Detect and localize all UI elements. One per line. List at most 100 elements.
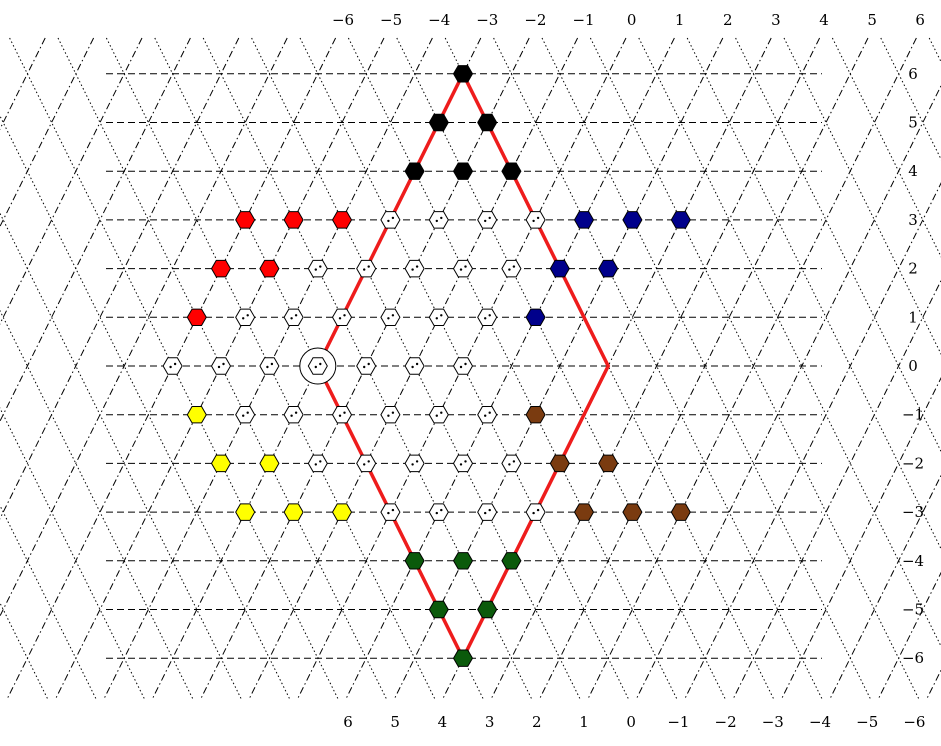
- grid-diagonal-dashdot: [635, 84, 941, 701]
- lattice-node-red: [331, 211, 353, 229]
- lattice-node-white: [452, 357, 474, 375]
- hexagon-outline-icon: [283, 405, 304, 424]
- hexagon-filled-icon: [525, 308, 546, 327]
- grid-diagonal-dotted: [928, 37, 941, 63]
- lattice-node-blue: [549, 259, 570, 278]
- grid-diagonal-dotted: [0, 212, 243, 701]
- node-dot-icon: [387, 317, 390, 320]
- node-dot-icon: [536, 216, 540, 220]
- hexagon-filled-icon: [573, 211, 595, 229]
- lattice-node-black: [404, 162, 425, 180]
- bottom-tick-label: 1: [579, 713, 589, 731]
- hexagon-filled-icon: [186, 405, 207, 424]
- hexagon-outline-icon: [477, 503, 498, 521]
- node-dot-icon: [319, 265, 322, 268]
- lattice-node-white: [235, 405, 256, 424]
- top-tick-label: −3: [476, 11, 498, 29]
- lattice-node-white: [404, 357, 425, 375]
- hexagon-filled-icon: [210, 454, 232, 473]
- lattice-node-white: [525, 211, 546, 229]
- bottom-tick-label: −2: [715, 713, 737, 731]
- top-tick-label: −2: [524, 11, 546, 29]
- lattice-node-yellow: [331, 503, 353, 521]
- hexagon-outline-icon: [380, 503, 401, 521]
- lattice-node-red: [235, 211, 256, 229]
- lattice-node-brown: [670, 503, 691, 521]
- grid-diagonal-dotted: [396, 37, 727, 701]
- hexagon-filled-icon: [598, 454, 619, 473]
- hexagon-outline-icon: [404, 454, 425, 473]
- lattice-node-yellow: [259, 454, 280, 473]
- lattice-node-yellow: [283, 503, 304, 521]
- right-tick-label: −3: [902, 503, 924, 521]
- node-dot-icon: [464, 362, 467, 366]
- lattice-node-white: [331, 405, 353, 424]
- hexagon-outline-icon: [283, 308, 304, 327]
- node-dot-icon: [242, 317, 245, 320]
- lattice-node-black: [452, 65, 474, 83]
- lattice-node-white: [380, 503, 401, 521]
- grid-diagonal-dotted: [589, 37, 920, 701]
- grid-diagonal-dashdot: [0, 37, 143, 325]
- bottom-tick-label: −5: [856, 713, 878, 731]
- lattice-node-blue: [598, 259, 619, 278]
- grid-diagonal-dashdot: [490, 37, 821, 701]
- node-dot-icon: [338, 317, 342, 320]
- node-dot-icon: [415, 362, 419, 366]
- node-dot-icon: [314, 365, 317, 369]
- node-dot-icon: [488, 314, 491, 317]
- hexagon-filled-icon: [259, 454, 280, 473]
- hexagon-outline-icon: [331, 308, 353, 327]
- grid-diagonal-dashdot: [344, 37, 675, 701]
- node-dot-icon: [387, 414, 390, 417]
- node-dot-icon: [440, 411, 443, 414]
- lattice-node-white: [235, 308, 256, 327]
- hexagon-outline-icon: [380, 211, 401, 229]
- node-dot-icon: [294, 411, 298, 414]
- hexagon-outline-icon: [162, 357, 183, 375]
- hexagon-filled-icon: [210, 259, 232, 278]
- grid-diagonal-dotted: [57, 37, 388, 701]
- node-dot-icon: [488, 216, 491, 220]
- grid-diagonal-dashdot: [828, 474, 941, 701]
- grid-diagonal-dashdot: [0, 37, 46, 131]
- hexagon-filled-icon: [452, 552, 474, 570]
- node-dot-icon: [459, 268, 463, 271]
- node-dot-icon: [484, 511, 487, 515]
- node-dot-icon: [440, 216, 443, 220]
- lattice-node-white: [356, 454, 377, 473]
- right-tick-label: 4: [908, 162, 918, 180]
- lattice-node-green: [501, 552, 522, 570]
- top-tick-label: 6: [915, 11, 925, 29]
- node-dot-icon: [319, 362, 322, 366]
- lattice-node-green: [404, 552, 425, 570]
- lattice-node-brown: [598, 454, 619, 473]
- bottom-tick-label: 2: [532, 713, 542, 731]
- hexagon-filled-icon: [452, 162, 474, 180]
- right-tick-label: −1: [902, 406, 924, 424]
- lattice-node-white: [477, 503, 498, 521]
- top-tick-label: −6: [332, 11, 354, 29]
- lattice-node-white: [477, 308, 498, 327]
- lattice-node-white: [501, 259, 522, 278]
- dotted-diagonal-grid-lines: [0, 37, 941, 701]
- hexagon-filled-icon: [259, 259, 280, 278]
- lattice-node-white: [477, 405, 498, 424]
- node-dot-icon: [484, 219, 487, 223]
- lattice-node-blue: [670, 211, 691, 229]
- hexagon-filled-icon: [622, 211, 643, 229]
- node-dot-icon: [464, 460, 467, 463]
- grid-diagonal-dotted: [9, 37, 340, 701]
- top-tick-label: 4: [819, 11, 829, 29]
- node-dot-icon: [314, 463, 317, 466]
- right-tick-label: −5: [902, 601, 924, 619]
- hexagon-outline-icon: [380, 405, 401, 424]
- hexagon-outline-icon: [477, 211, 498, 229]
- lattice-node-white: [501, 454, 522, 473]
- node-dot-icon: [411, 268, 414, 271]
- lattice-node-green: [452, 552, 474, 570]
- lattice-node-white: [452, 454, 474, 473]
- lattice-node-yellow: [186, 405, 207, 424]
- node-dot-icon: [363, 365, 366, 369]
- hexagon-outline-icon: [259, 357, 280, 375]
